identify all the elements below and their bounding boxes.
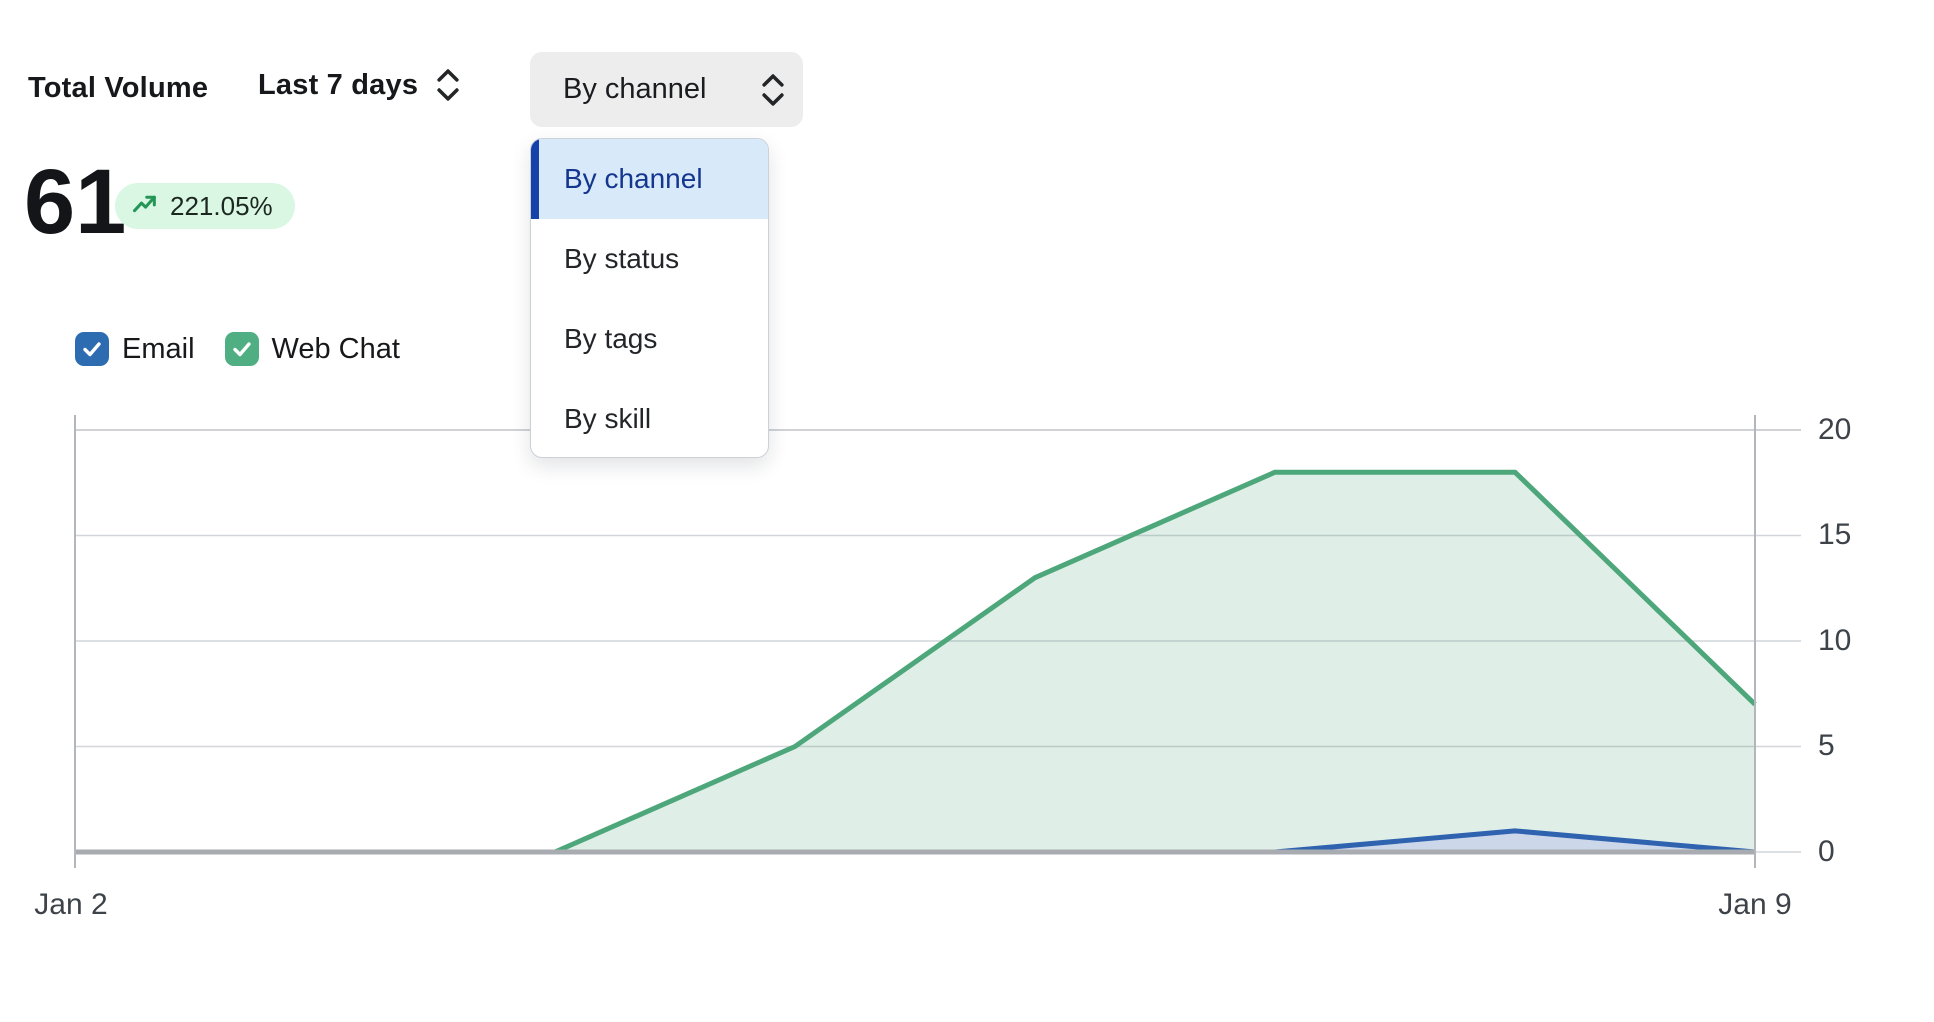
date-range-label: Last 7 days xyxy=(258,68,419,101)
x-axis-label-end: Jan 9 xyxy=(1718,888,1792,921)
menu-item-by-tags[interactable]: By tags xyxy=(531,299,768,379)
y-axis-label-0: 0 xyxy=(1818,835,1835,868)
y-axis-label-20: 20 xyxy=(1818,413,1852,446)
group-by-button-label: By channel xyxy=(563,73,707,105)
check-icon xyxy=(232,342,251,357)
legend-label-webchat[interactable]: Web Chat xyxy=(271,332,400,365)
legend-label-email[interactable]: Email xyxy=(122,332,195,365)
change-badge: 221.05% xyxy=(115,183,295,229)
x-axis-label-start: Jan 2 xyxy=(34,888,108,921)
change-percent: 221.05% xyxy=(170,190,273,221)
page-title: Total Volume xyxy=(28,72,209,104)
menu-item-by-channel[interactable]: By channel xyxy=(531,139,768,219)
menu-item-label: By skill xyxy=(564,403,652,434)
group-by-menu: By channel By status By tags By skill xyxy=(530,138,769,458)
webchat-checkbox[interactable] xyxy=(224,332,259,366)
trend-up-icon xyxy=(132,195,156,213)
total-volume-value: 61 xyxy=(24,151,127,253)
date-range-selector[interactable]: Last 7 days xyxy=(258,66,464,104)
unfold-chevrons-icon xyxy=(762,73,784,106)
group-by-button[interactable]: By channel xyxy=(530,52,803,127)
menu-item-label: By channel xyxy=(564,163,703,194)
check-icon xyxy=(83,342,101,357)
y-axis-label-15: 15 xyxy=(1818,518,1852,551)
y-axis-label-10: 10 xyxy=(1818,624,1852,657)
menu-item-label: By tags xyxy=(564,323,658,354)
unfold-chevrons-icon xyxy=(437,69,459,101)
menu-item-by-skill[interactable]: By skill xyxy=(531,379,768,457)
y-axis-label-5: 5 xyxy=(1818,729,1835,762)
legend: Email Web Chat xyxy=(75,332,400,366)
selected-indicator-bar xyxy=(531,139,539,219)
email-checkbox[interactable] xyxy=(75,332,109,366)
menu-item-by-status[interactable]: By status xyxy=(531,219,768,299)
menu-item-label: By status xyxy=(564,243,680,274)
